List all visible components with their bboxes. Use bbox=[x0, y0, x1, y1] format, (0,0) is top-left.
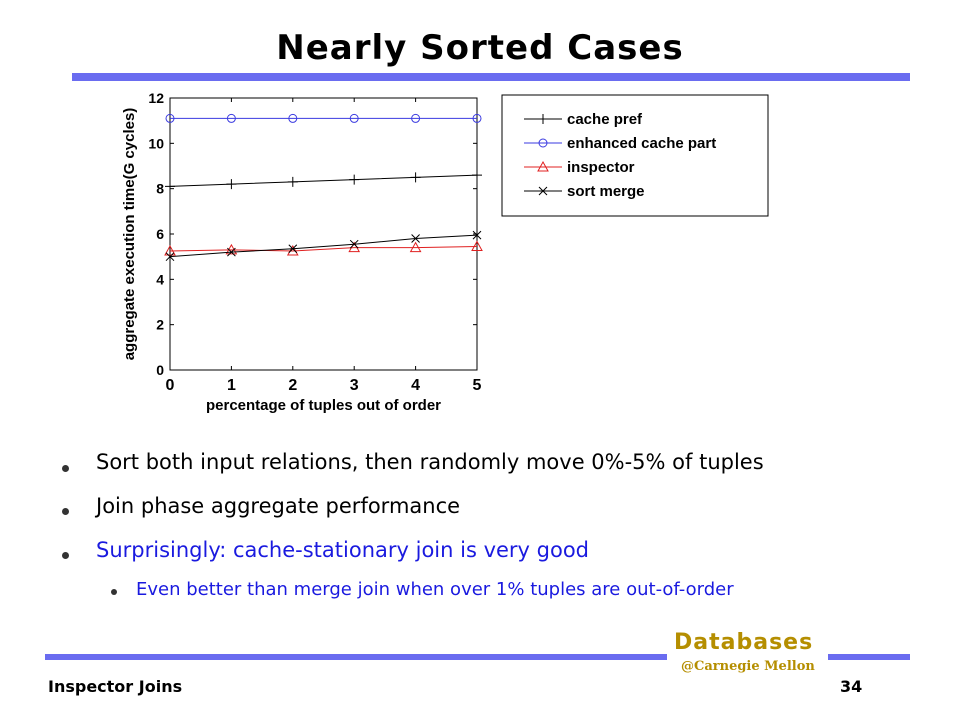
y-tick-label: 12 bbox=[148, 90, 164, 106]
data-point bbox=[411, 234, 420, 243]
data-point bbox=[287, 176, 298, 187]
data-point bbox=[227, 247, 236, 257]
data-point bbox=[165, 113, 175, 123]
brand-logo-text: Databases bbox=[674, 630, 814, 655]
legend-marker bbox=[538, 186, 548, 196]
y-tick-label: 4 bbox=[156, 271, 164, 287]
page-number: 34 bbox=[840, 677, 863, 696]
bullet-1: Sort both input relations, then randomly… bbox=[96, 450, 764, 474]
legend-marker bbox=[538, 138, 548, 148]
series-line-2 bbox=[169, 245, 478, 252]
data-point bbox=[286, 244, 299, 256]
data-point bbox=[165, 181, 175, 192]
data-point bbox=[349, 113, 359, 123]
title-divider bbox=[72, 73, 910, 81]
bullet-dot bbox=[62, 465, 69, 472]
bullet-dot bbox=[62, 552, 69, 559]
y-tick-label: 2 bbox=[156, 317, 164, 333]
x-tick-label: 3 bbox=[350, 377, 359, 394]
data-point bbox=[226, 113, 236, 123]
x-tick-label: 0 bbox=[166, 377, 175, 394]
data-point bbox=[288, 244, 298, 254]
data-point bbox=[409, 241, 422, 253]
bullet-dot bbox=[62, 508, 69, 515]
footer-divider-left bbox=[45, 654, 667, 660]
data-point bbox=[472, 170, 482, 181]
bullet-2: Join phase aggregate performance bbox=[96, 494, 461, 518]
legend-box bbox=[501, 94, 769, 217]
series-line-3 bbox=[169, 234, 478, 258]
x-axis-label: percentage of tuples out of order bbox=[206, 397, 441, 414]
legend-label: inspector bbox=[567, 159, 635, 176]
x-tick-label: 1 bbox=[227, 377, 236, 394]
y-axis-label: aggregate execution time(G cycles) bbox=[121, 108, 138, 361]
x-tick-label: 5 bbox=[473, 377, 482, 394]
data-point bbox=[472, 230, 482, 240]
footer-divider-right bbox=[828, 654, 910, 660]
y-tick-label: 6 bbox=[156, 226, 164, 242]
legend-label: cache pref bbox=[567, 111, 643, 128]
series-line-0 bbox=[169, 174, 478, 187]
sub-bullet-dot bbox=[111, 589, 117, 595]
data-point bbox=[410, 172, 421, 183]
data-point bbox=[288, 113, 298, 123]
data-point bbox=[472, 113, 482, 123]
x-tick-label: 2 bbox=[288, 377, 297, 394]
bullet-3: Surprisingly: cache-stationary join is v… bbox=[96, 538, 590, 562]
data-point bbox=[349, 174, 360, 185]
y-tick-label: 0 bbox=[156, 362, 164, 378]
data-point bbox=[164, 244, 176, 256]
sub-bullet-1: Even better than merge join when over 1%… bbox=[136, 579, 734, 600]
legend-label: enhanced cache part bbox=[567, 135, 716, 152]
x-tick-label: 4 bbox=[411, 377, 420, 394]
legend-marker bbox=[538, 114, 548, 124]
footer-title: Inspector Joins bbox=[48, 677, 183, 696]
data-point bbox=[411, 113, 421, 123]
y-tick-label: 8 bbox=[156, 181, 164, 197]
legend-marker bbox=[537, 160, 549, 172]
data-point bbox=[226, 179, 237, 190]
plot-frame bbox=[169, 97, 478, 371]
data-point bbox=[349, 239, 359, 249]
brand-logo-subtext: @Carnegie Mellon bbox=[681, 659, 815, 674]
data-point bbox=[165, 252, 175, 262]
legend-label: sort merge bbox=[567, 183, 645, 200]
y-tick-label: 10 bbox=[148, 135, 164, 151]
data-point bbox=[471, 240, 483, 251]
slide-title: Nearly Sorted Cases bbox=[276, 28, 684, 68]
